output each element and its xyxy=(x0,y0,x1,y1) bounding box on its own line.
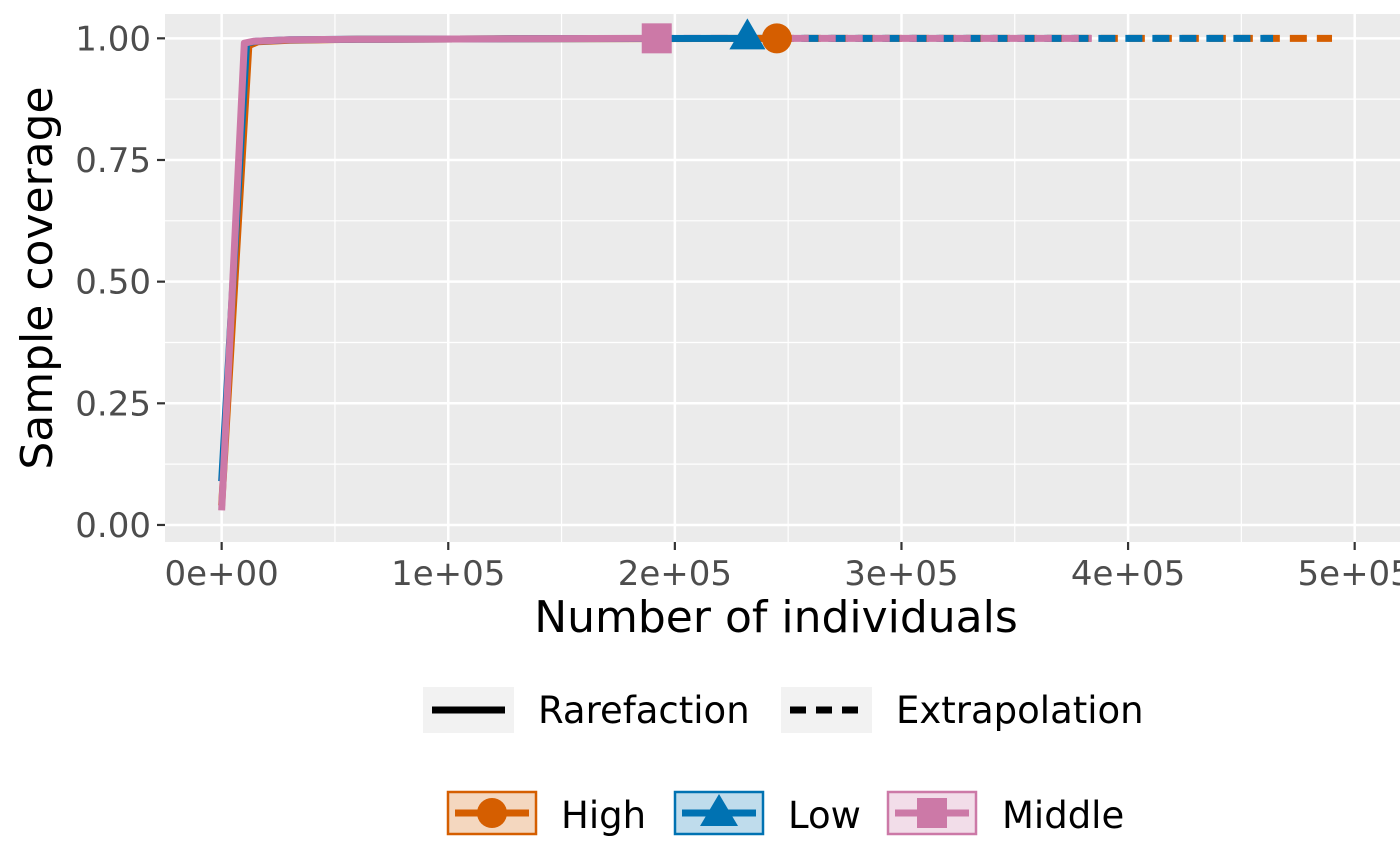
y-tick-label: 1.00 xyxy=(75,19,151,59)
rarefaction-line-middle xyxy=(218,34,657,511)
observed-point-middle xyxy=(641,23,672,54)
y-tick-label: 0.50 xyxy=(75,263,151,303)
legend-label-middle: Middle xyxy=(1002,794,1124,837)
x-tick-label: 0e+00 xyxy=(164,554,278,594)
legend-circle-marker xyxy=(477,798,507,828)
x-axis-title: Number of individuals xyxy=(534,592,1018,643)
legend-label-low: Low xyxy=(788,794,861,837)
grid xyxy=(165,14,1400,542)
legend-label-extrapolation: Extrapolation xyxy=(896,689,1144,732)
legend-square-marker xyxy=(917,798,947,828)
y-tick-label: 0.00 xyxy=(75,506,151,546)
linetype-legend: Rarefaction Extrapolation xyxy=(423,687,1144,733)
observed-point-high xyxy=(761,23,792,54)
y-tick-label: 0.25 xyxy=(75,384,151,424)
legend-label-rarefaction: Rarefaction xyxy=(538,689,750,732)
y-axis-title: Sample coverage xyxy=(12,86,63,469)
group-legend: High Low Middle xyxy=(446,790,1124,837)
y-axis: 0.00 0.25 0.50 0.75 1.00 xyxy=(75,19,165,546)
x-tick-label: 4e+05 xyxy=(1071,554,1185,594)
y-tick-label: 0.75 xyxy=(75,141,151,181)
x-tick-label: 3e+05 xyxy=(844,554,958,594)
x-axis: 0e+00 1e+05 2e+05 3e+05 4e+05 5e+05 xyxy=(164,542,1400,594)
legend-label-high: High xyxy=(561,794,646,837)
plot-panel xyxy=(165,14,1400,542)
x-tick-label: 5e+05 xyxy=(1298,554,1400,594)
x-tick-label: 1e+05 xyxy=(391,554,505,594)
legend-triangle-marker xyxy=(700,794,738,826)
series-layer xyxy=(218,18,1333,511)
observed-point-low xyxy=(729,18,766,50)
x-tick-label: 2e+05 xyxy=(618,554,732,594)
